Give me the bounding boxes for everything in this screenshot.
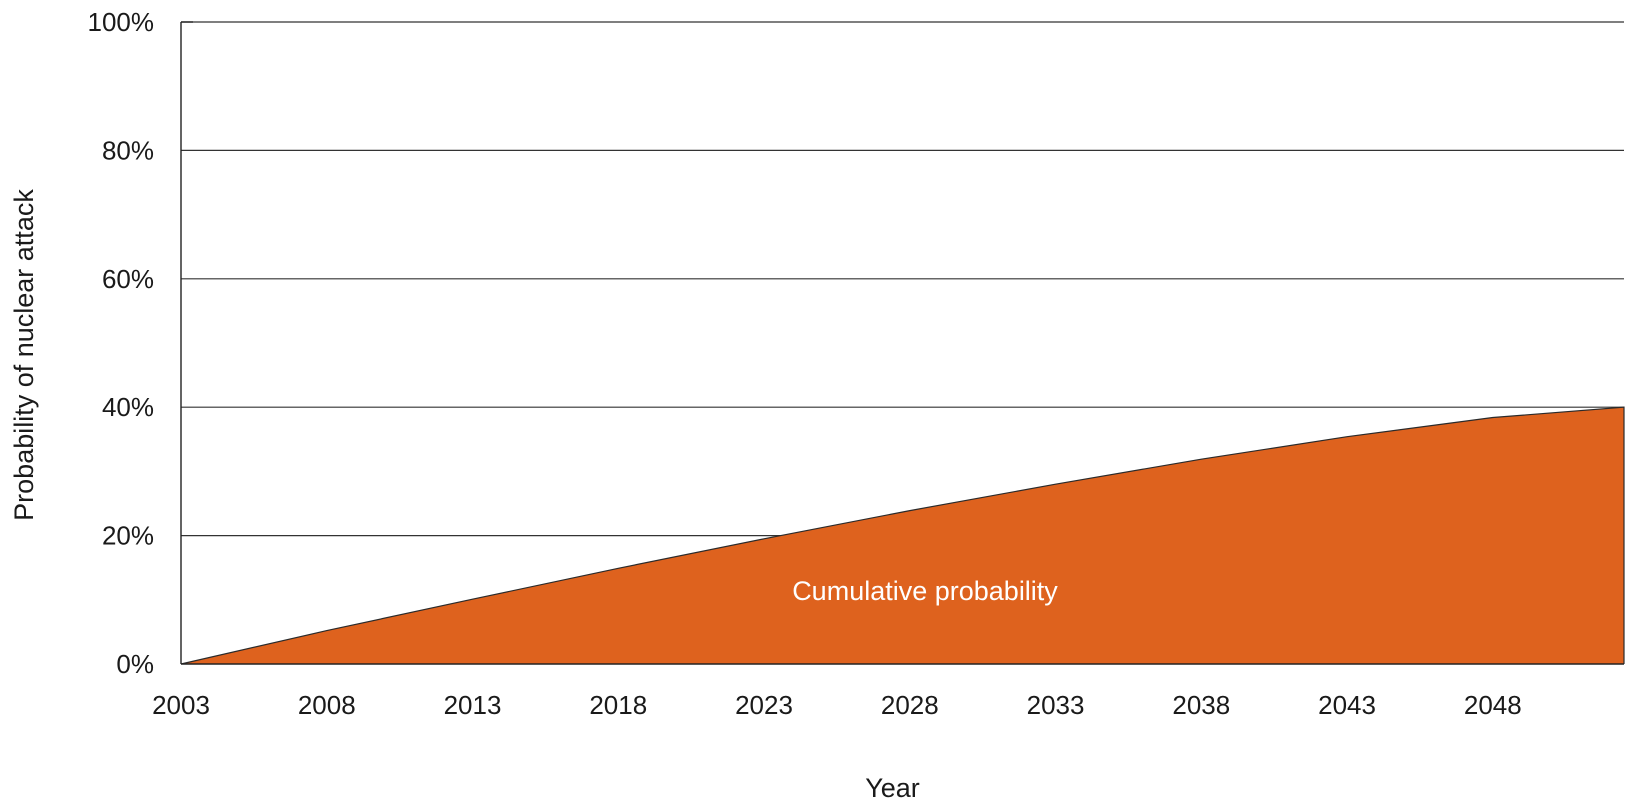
cumulative-probability-area	[181, 407, 1624, 664]
y-tick-label: 20%	[102, 521, 154, 551]
area-annotation: Cumulative probability	[792, 576, 1058, 606]
y-tick-label: 60%	[102, 264, 154, 294]
x-axis-ticks: 2003 2008 2013 2018 2023 2028 2033 2038 2043 2048	[152, 690, 1522, 720]
y-tick-label: 0%	[116, 649, 154, 679]
x-tick-label: 2038	[1172, 690, 1230, 720]
x-tick-label: 2028	[881, 690, 939, 720]
x-tick-label: 2033	[1027, 690, 1085, 720]
y-tick-label: 40%	[102, 392, 154, 422]
x-tick-label: 2023	[735, 690, 793, 720]
axes	[180, 21, 1624, 665]
y-tick-label: 100%	[88, 7, 155, 37]
y-axis-title: Probability of nuclear attack	[9, 189, 39, 521]
y-axis-ticks: 0% 20% 40% 60% 80% 100%	[88, 7, 155, 679]
x-tick-label: 2048	[1464, 690, 1522, 720]
x-tick-label: 2003	[152, 690, 210, 720]
x-axis-title: Year	[865, 773, 920, 803]
x-tick-label: 2013	[444, 690, 502, 720]
cumulative-probability-line	[180, 406, 1625, 665]
x-tick-label: 2008	[298, 690, 356, 720]
x-tick-label: 2043	[1318, 690, 1376, 720]
x-tick-label: 2018	[589, 690, 647, 720]
y-tick-label: 80%	[102, 135, 154, 165]
